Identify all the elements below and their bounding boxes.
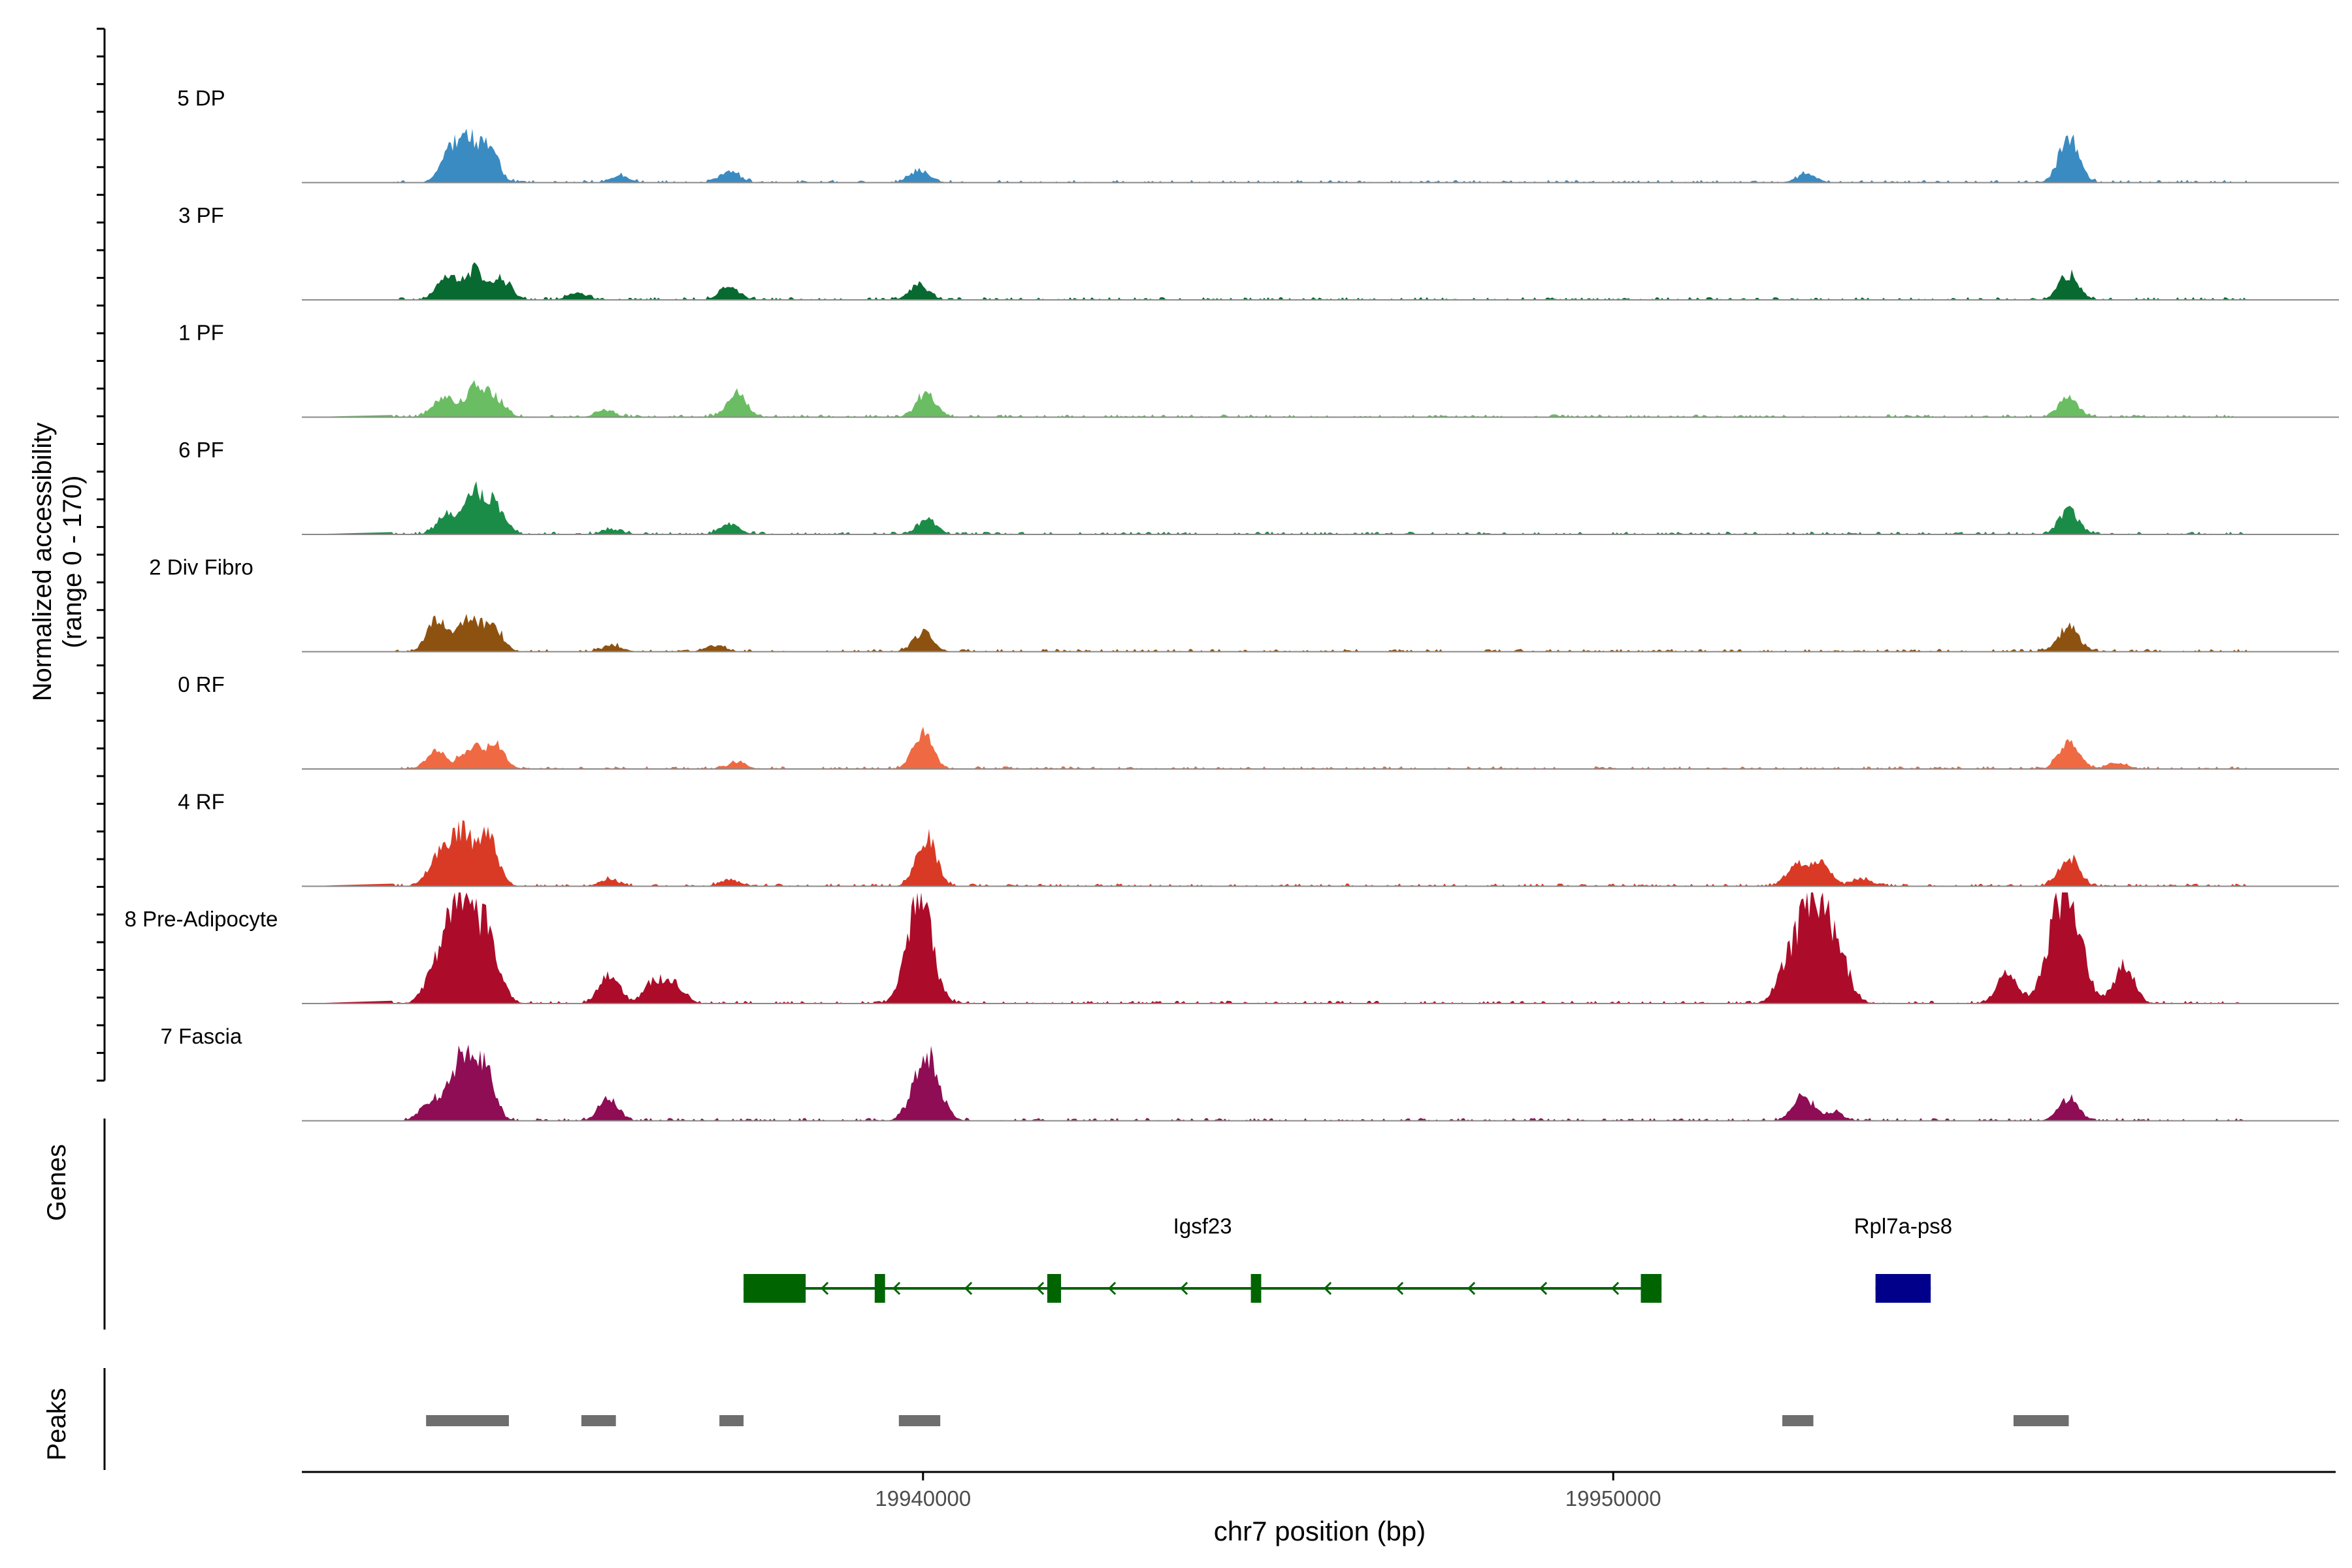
genes-axis-label: Genes	[42, 1144, 71, 1221]
x-axis-title: chr7 position (bp)	[1214, 1516, 1426, 1546]
gene-exon	[743, 1274, 806, 1303]
gene-exon	[1875, 1274, 1931, 1303]
genes-track: Igsf23 Rpl7a-ps8	[743, 1214, 1952, 1303]
coverage-area-5	[302, 727, 2247, 769]
strand-arrow	[964, 1281, 973, 1296]
coverage-tracks	[302, 128, 2339, 1122]
strand-arrow	[1395, 1281, 1404, 1296]
track-labels: 5 DP 3 PF 1 PF 6 PF 2 Div Fibro 0 RF 4 RF 8 Pre…	[125, 86, 278, 1049]
x-tick-label: 19940000	[875, 1486, 971, 1511]
track-label-2: 1 PF	[178, 321, 224, 345]
peak-region-3	[898, 1415, 941, 1426]
peaks-axis-label: Peaks	[42, 1388, 71, 1460]
track-label-4: 2 Div Fibro	[149, 555, 253, 580]
y-axis-title: Normalized accessibility(range 0 - 170)	[28, 423, 87, 702]
strand-arrow	[1179, 1281, 1188, 1296]
gene-exon	[1250, 1274, 1262, 1303]
strand-arrow	[1610, 1281, 1620, 1296]
strand-arrow	[1107, 1281, 1117, 1296]
coverage-area-7	[302, 892, 2247, 1004]
track-label-7: 8 Pre-Adipocyte	[125, 907, 278, 931]
strand-arrow	[820, 1281, 829, 1296]
coverage-area-4	[302, 613, 2247, 652]
strand-arrow	[1036, 1281, 1045, 1296]
peak-region-5	[2013, 1415, 2069, 1426]
track-label-1: 3 PF	[178, 203, 224, 227]
strand-arrow	[1467, 1281, 1476, 1296]
strand-arrow	[892, 1281, 901, 1296]
gene-exon	[1047, 1274, 1062, 1303]
coverage-area-6	[302, 820, 2247, 887]
strand-arrow	[1323, 1281, 1332, 1296]
peak-region-4	[1782, 1415, 1814, 1426]
x-tick-label: 19950000	[1565, 1486, 1661, 1511]
track-label-0: 5 DP	[177, 86, 225, 110]
track-label-5: 0 RF	[178, 672, 225, 696]
coverage-area-8	[302, 1044, 2247, 1121]
gene-exon	[1641, 1274, 1662, 1303]
peak-region-0	[426, 1415, 509, 1426]
gene-exon	[874, 1274, 885, 1303]
track-label-3: 6 PF	[178, 438, 224, 462]
peak-region-2	[719, 1415, 744, 1426]
coverage-area-1	[302, 262, 2247, 300]
y-axis-title-line: (range 0 - 170)	[58, 476, 87, 649]
strand-arrow	[1539, 1281, 1548, 1296]
track-label-8: 7 Fascia	[161, 1024, 242, 1049]
coverage-area-3	[302, 481, 2247, 534]
track-label-6: 4 RF	[178, 790, 225, 814]
y-axis-title-line: Normalized accessibility	[28, 423, 57, 702]
gene-name-0: Igsf23	[1173, 1214, 1232, 1238]
coverage-area-2	[302, 380, 2247, 417]
coverage-area-0	[302, 128, 2247, 183]
axes: 19940000 19950000	[97, 27, 2336, 1511]
gene-name-1: Rpl7a-ps8	[1854, 1214, 1952, 1238]
peaks-track	[426, 1415, 2069, 1426]
peak-region-1	[581, 1415, 616, 1426]
strand-arrow	[1251, 1281, 1260, 1296]
